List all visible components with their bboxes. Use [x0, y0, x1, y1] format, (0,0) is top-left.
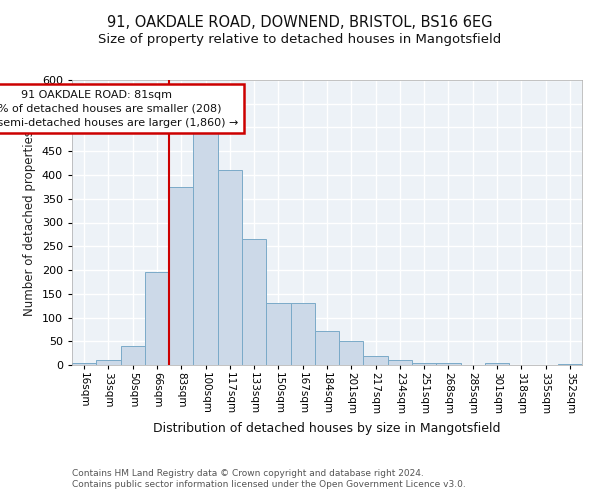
Bar [412, 362, 436, 365]
Bar [436, 362, 461, 365]
X-axis label: Distribution of detached houses by size in Mangotsfield: Distribution of detached houses by size … [153, 422, 501, 436]
Bar [388, 360, 412, 365]
Bar [193, 132, 218, 365]
Text: 91, OAKDALE ROAD, DOWNEND, BRISTOL, BS16 6EG: 91, OAKDALE ROAD, DOWNEND, BRISTOL, BS16… [107, 15, 493, 30]
Bar [364, 356, 388, 365]
Bar [72, 362, 96, 365]
Bar [339, 341, 364, 365]
Bar [315, 331, 339, 365]
Bar [169, 187, 193, 365]
Text: Size of property relative to detached houses in Mangotsfield: Size of property relative to detached ho… [98, 32, 502, 46]
Bar [266, 303, 290, 365]
Bar [242, 239, 266, 365]
Bar [121, 346, 145, 365]
Bar [558, 364, 582, 365]
Bar [96, 360, 121, 365]
Text: Contains public sector information licensed under the Open Government Licence v3: Contains public sector information licen… [72, 480, 466, 489]
Text: 91 OAKDALE ROAD: 81sqm
← 10% of detached houses are smaller (208)
90% of semi-de: 91 OAKDALE ROAD: 81sqm ← 10% of detached… [0, 90, 238, 128]
Bar [145, 272, 169, 365]
Y-axis label: Number of detached properties: Number of detached properties [23, 130, 36, 316]
Bar [290, 303, 315, 365]
Text: Contains HM Land Registry data © Crown copyright and database right 2024.: Contains HM Land Registry data © Crown c… [72, 468, 424, 477]
Bar [485, 362, 509, 365]
Bar [218, 170, 242, 365]
